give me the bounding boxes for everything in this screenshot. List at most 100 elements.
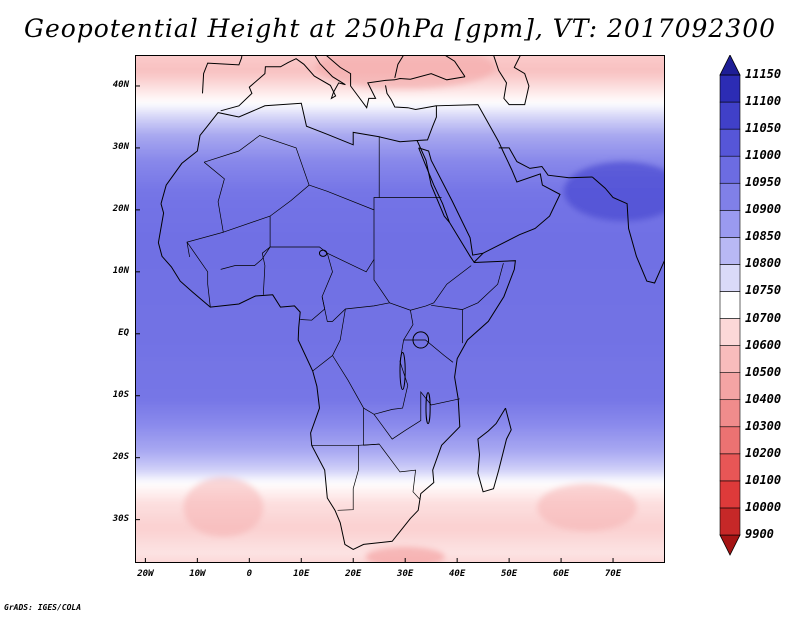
low-south-atlantic [183, 477, 264, 538]
border-15 [363, 408, 380, 446]
black-sea-coast [394, 55, 466, 79]
colorbar-min-arrow [719, 534, 741, 556]
arabia-coast [417, 104, 561, 256]
lon-tick-label: 10W [189, 569, 206, 579]
lon-tick-label: 20E [345, 569, 362, 579]
colorbar-level-label: 10850 [745, 229, 782, 244]
colorbar-box [719, 128, 741, 157]
colorbar-max-arrow [719, 55, 741, 76]
colorbar-level-label: 10400 [745, 391, 782, 406]
low-south [365, 546, 446, 563]
chart-title: Geopotential Height at 250hPa [gpm], VT:… [23, 14, 777, 43]
lat-tick-label: 10S [112, 389, 129, 400]
colorbar-box [719, 480, 741, 509]
red-sea-coast [418, 147, 450, 223]
lat-tick-label: EQ [118, 327, 129, 338]
colorbar-box [719, 155, 741, 184]
height-field [135, 55, 665, 563]
lat-tick-label: 10N [112, 265, 129, 276]
border-11 [312, 308, 346, 372]
lon-tick-label: 70E [604, 569, 622, 579]
low-south-indian [537, 483, 638, 532]
high-center-india [563, 161, 665, 222]
lat-tick-label: 30S [112, 513, 129, 524]
colorbar [719, 55, 741, 556]
lon-tick-label: 40E [449, 569, 466, 579]
border-5 [373, 259, 472, 311]
colorbar-level-label: 10000 [745, 499, 782, 514]
colorbar-level-label: 9900 [745, 527, 774, 541]
lat-tick-label: 40N [112, 79, 129, 90]
colorbar-level-label: 11150 [745, 67, 782, 81]
colorbar-level-label: 11050 [745, 121, 782, 136]
axis-ticks [135, 85, 614, 563]
lat-tick-label: 30N [112, 141, 129, 152]
border-9 [220, 246, 271, 270]
colorbar-box [719, 426, 741, 455]
border-8 [261, 246, 271, 295]
colorbar-box [719, 101, 741, 130]
colorbar-level-label: 10200 [745, 445, 782, 460]
lake-tanganyika [399, 351, 406, 391]
colorbar-box [719, 345, 741, 373]
colorbar-box [719, 291, 741, 319]
lon-tick-label: 20W [137, 569, 154, 579]
footer-credit: GrADS: IGES/COLA [4, 603, 82, 612]
madagascar-coast [477, 407, 512, 493]
colorbar-box [719, 264, 741, 292]
lon-tick-label: 30E [397, 569, 414, 579]
colorbar-level-label: 11000 [745, 148, 782, 163]
colorbar-level-label: 10900 [745, 202, 782, 217]
india-coast [591, 176, 665, 284]
colorbar-level-label: 10750 [745, 283, 782, 298]
colorbar-box [719, 74, 741, 103]
colorbar-level-label: 10700 [745, 310, 782, 325]
turkey-coast [385, 85, 437, 111]
lat-tick-label: 20S [112, 451, 129, 462]
lon-tick-label: 10E [293, 569, 310, 579]
border-3 [378, 136, 442, 198]
colorbar-level-label: 10800 [745, 256, 782, 271]
border-6 [321, 253, 390, 322]
mediterranean-coast [220, 55, 466, 112]
border-4 [373, 197, 380, 210]
colorbar-box [719, 182, 741, 211]
border-13 [311, 444, 359, 511]
africa-coast [157, 102, 516, 550]
gulf-of-aden-coast [473, 252, 484, 263]
colorbar-level-label: 11100 [745, 94, 782, 109]
colorbar-box [719, 237, 741, 265]
border-16 [373, 391, 460, 440]
colorbar-box [719, 209, 741, 238]
border-7 [300, 296, 326, 321]
lake-malawi [425, 392, 431, 425]
border-0 [186, 161, 225, 258]
colorbar-box [719, 318, 741, 346]
lon-tick-label: 60E [552, 569, 570, 579]
persian-gulf-coast [498, 147, 593, 179]
colorbar-level-label: 10100 [745, 472, 782, 487]
border-1 [203, 135, 310, 233]
europe-coast [202, 55, 243, 94]
colorbar-box [719, 507, 741, 536]
border-19 [462, 263, 504, 310]
colorbar-box [719, 399, 741, 428]
coastlines [157, 55, 665, 550]
low-mediterranean [315, 55, 496, 90]
border-2 [269, 184, 375, 273]
border-12 [332, 310, 414, 415]
colorbar-level-label: 10950 [745, 175, 782, 190]
map-plot [135, 55, 665, 563]
lon-tick-label: 0 [246, 569, 253, 579]
map-border [135, 55, 665, 563]
lon-tick-label: 50E [500, 569, 518, 579]
colorbar-box [719, 453, 741, 482]
colorbar-level-label: 10300 [745, 418, 782, 433]
colorbar-level-label: 10600 [745, 337, 782, 352]
colorbar-box [719, 372, 741, 401]
border-17 [403, 339, 454, 363]
lat-tick-label: 20N [112, 203, 129, 214]
caspian-coast [493, 55, 530, 106]
border-10 [186, 241, 211, 308]
colorbar-level-label: 10500 [745, 364, 782, 379]
